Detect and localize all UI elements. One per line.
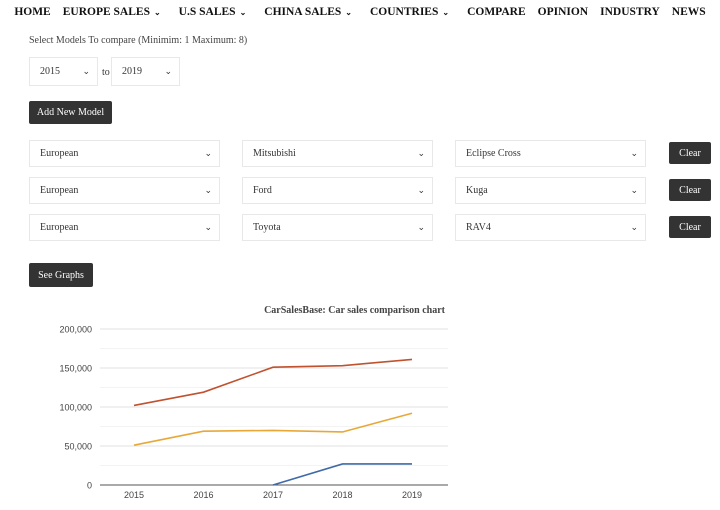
y-tick-label: 150,000: [59, 364, 92, 374]
nav-label: HOME: [14, 6, 51, 18]
y-tick-label: 0: [87, 481, 92, 491]
see-graphs-button[interactable]: See Graphs: [29, 263, 93, 287]
year-from-value: 2015: [40, 66, 60, 77]
region-value: European: [40, 185, 79, 196]
brand-select[interactable]: Toyota ⌄: [242, 214, 433, 241]
brand-select[interactable]: Ford ⌄: [242, 177, 433, 204]
nav-item-china-sales[interactable]: CHINA SALES ⌄: [264, 6, 358, 18]
compare-hint: Select Models To compare (Minimim: 1 Max…: [29, 35, 248, 46]
model-select[interactable]: Eclipse Cross ⌄: [455, 140, 646, 167]
to-label: to: [102, 67, 110, 78]
brand-value: Mitsubishi: [253, 148, 296, 159]
nav-item-u-s-sales[interactable]: U.S SALES ⌄: [179, 6, 253, 18]
chevron-down-icon: ⌄: [204, 148, 212, 158]
brand-select[interactable]: Mitsubishi ⌄: [242, 140, 433, 167]
chevron-down-icon: ⌄: [630, 185, 638, 195]
nav-item-home[interactable]: HOME: [14, 6, 50, 18]
chevron-down-icon: ⌄: [417, 222, 425, 232]
model-value: RAV4: [466, 222, 491, 233]
y-tick-label: 200,000: [59, 325, 92, 335]
clear-button[interactable]: Clear: [669, 142, 711, 164]
nav-label: OPINION: [537, 6, 589, 18]
nav-item-opinion[interactable]: OPINION: [538, 6, 588, 18]
nav-label: INDUSTRY: [600, 6, 660, 18]
nav-item-compare[interactable]: COMPARE: [467, 6, 526, 18]
clear-button[interactable]: Clear: [669, 179, 711, 201]
chevron-down-icon: ⌄: [442, 8, 450, 17]
series-line-1: [133, 412, 413, 447]
chevron-down-icon: ⌄: [204, 185, 212, 195]
model-value: Eclipse Cross: [466, 148, 521, 159]
clear-button[interactable]: Clear: [669, 216, 711, 238]
brand-value: Ford: [253, 185, 272, 196]
year-from-select[interactable]: 2015 ⌄: [29, 57, 98, 86]
region-select[interactable]: European ⌄: [29, 140, 220, 167]
series-line-2: [272, 463, 412, 486]
x-tick-label: 2016: [193, 490, 213, 500]
chevron-down-icon: ⌄: [153, 8, 161, 17]
x-tick-label: 2017: [263, 490, 283, 500]
chevron-down-icon: ⌄: [417, 148, 425, 158]
region-value: European: [40, 222, 79, 233]
chart-title: CarSalesBase: Car sales comparison chart: [264, 305, 446, 316]
nav-label: COUNTRIES: [369, 6, 439, 18]
model-select[interactable]: RAV4 ⌄: [455, 214, 646, 241]
y-tick-label: 100,000: [59, 403, 92, 413]
nav-label: U.S SALES: [178, 6, 236, 18]
chevron-down-icon: ⌄: [82, 66, 90, 76]
chevron-down-icon: ⌄: [630, 148, 638, 158]
nav-label: COMPARE: [467, 6, 526, 18]
year-to-value: 2019: [122, 66, 142, 77]
chevron-down-icon: ⌄: [630, 222, 638, 232]
nav-label: NEWS: [671, 6, 706, 18]
region-value: European: [40, 148, 79, 159]
x-tick-label: 2018: [332, 490, 352, 500]
region-select[interactable]: European ⌄: [29, 177, 220, 204]
y-tick-label: 50,000: [64, 442, 92, 452]
x-tick-label: 2019: [402, 490, 422, 500]
nav-label: CHINA SALES: [264, 6, 342, 18]
model-value: Kuga: [466, 185, 488, 196]
chevron-down-icon: ⌄: [345, 8, 352, 17]
nav-item-news[interactable]: NEWS: [672, 6, 706, 18]
chevron-down-icon: ⌄: [164, 66, 172, 76]
chevron-down-icon: ⌄: [239, 8, 247, 17]
nav-item-europe-sales[interactable]: EUROPE SALES ⌄: [63, 6, 167, 18]
main-nav: HOME EUROPE SALES ⌄ U.S SALES ⌄ CHINA SALES ⌄ C…: [0, 6, 720, 18]
nav-label: EUROPE SALES: [62, 6, 150, 18]
nav-item-industry[interactable]: INDUSTRY: [600, 6, 660, 18]
model-select[interactable]: Kuga ⌄: [455, 177, 646, 204]
add-new-model-button[interactable]: Add New Model: [29, 101, 112, 124]
x-tick-label: 2015: [124, 490, 144, 500]
region-select[interactable]: European ⌄: [29, 214, 220, 241]
nav-item-countries[interactable]: COUNTRIES ⌄: [370, 6, 455, 18]
brand-value: Toyota: [253, 222, 281, 233]
chevron-down-icon: ⌄: [204, 222, 212, 232]
chevron-down-icon: ⌄: [417, 185, 425, 195]
year-to-select[interactable]: 2019 ⌄: [111, 57, 180, 86]
series-line-0: [133, 358, 413, 407]
